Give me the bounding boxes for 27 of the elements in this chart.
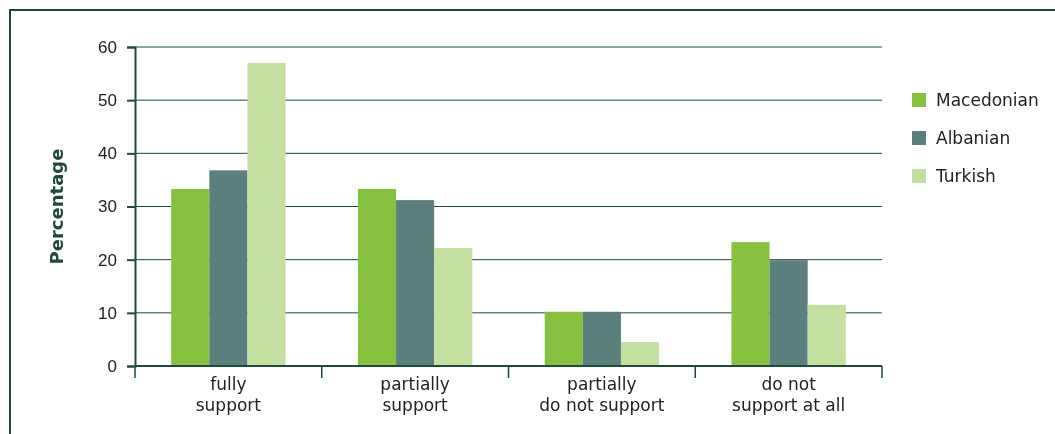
x-tick-label: do not support at all [732,374,846,415]
bar [171,188,210,366]
y-tick-label: 10 [98,303,117,323]
x-tick-label: partially do not support [539,374,665,415]
legend-label: Macedonian [936,90,1039,110]
y-tick-label: 20 [98,250,117,270]
bar [209,170,248,366]
bar [807,304,846,366]
legend-label: Turkish [935,166,996,186]
y-tick-label: 50 [98,91,117,111]
bar [769,260,808,366]
bar [357,188,397,366]
bar [434,247,473,366]
y-axis-title: Percentage [46,148,67,265]
legend-label: Albanian [936,128,1011,148]
bar [247,62,286,366]
x-tick-label: partially support [380,374,450,415]
y-tick-label: 30 [98,197,117,217]
bar [582,311,621,366]
bar [544,311,583,366]
bar [620,342,660,366]
y-tick-label: 0 [107,356,117,376]
bar [396,200,435,366]
y-tick-label: 60 [98,37,117,57]
x-tick-label: fully support [195,374,262,415]
y-tick-label: 40 [98,144,117,164]
bar [731,242,770,366]
